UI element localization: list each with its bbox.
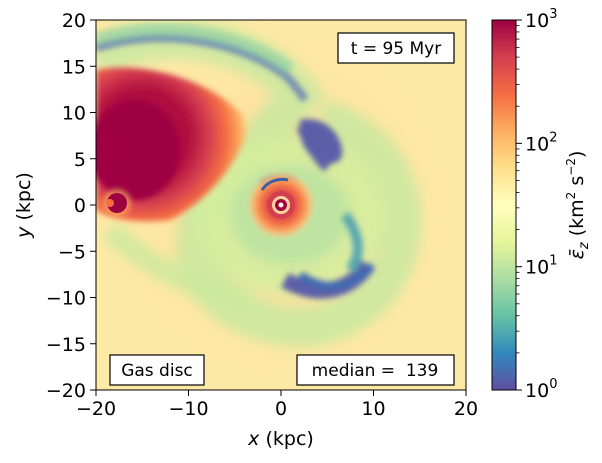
y-tick-label: −20 [46, 380, 86, 402]
y-axis: −20 −15 −10 −5 0 5 10 15 20 [46, 10, 96, 402]
heatmap-field [96, 20, 466, 390]
colorbar-tick-label: 100 [525, 377, 557, 402]
svg-text:Gas disc: Gas disc [121, 361, 193, 381]
x-axis: −20 −10 0 10 20 [76, 390, 478, 420]
y-tick-label: −5 [58, 241, 86, 263]
x-axis-label: x (kpc) [247, 428, 314, 450]
colorbar-label: ε̄z (km2 s−2) [564, 151, 592, 260]
x-tick-label: −10 [168, 398, 208, 420]
y-tick-label: −10 [46, 288, 86, 310]
x-tick-label: 10 [361, 398, 385, 420]
colorbar-tick-label: 102 [525, 130, 557, 155]
cold-arc-outer [96, 34, 309, 103]
y-tick-label: 20 [62, 10, 86, 32]
x-tick-label: 20 [454, 398, 478, 420]
median-annotation: median = 139 [296, 354, 455, 386]
colorbar-tick-label: 101 [525, 254, 557, 279]
y-tick-label: −15 [46, 334, 86, 356]
name-annotation: Gas disc [109, 354, 205, 386]
x-tick-label: −20 [76, 398, 116, 420]
colorbar-tick-label: 103 [525, 7, 557, 32]
y-tick-label: 5 [74, 149, 86, 171]
colorbar-frame [491, 19, 517, 391]
svg-text:median = 139: median = 139 [312, 361, 439, 381]
hot-satellite [107, 193, 127, 213]
y-tick-label: 0 [74, 195, 86, 217]
y-tick-label: 10 [62, 103, 86, 125]
x-tick-label: 0 [275, 398, 287, 420]
time-annotation: t = 95 Myr [337, 32, 455, 64]
svg-text:t = 95 Myr: t = 95 Myr [351, 39, 441, 59]
colorbar [492, 20, 516, 390]
colorbar-axis: 100 101 102 103 [516, 7, 557, 402]
y-axis-label: y (kpc) [13, 172, 35, 239]
y-tick-label: 15 [62, 56, 86, 78]
